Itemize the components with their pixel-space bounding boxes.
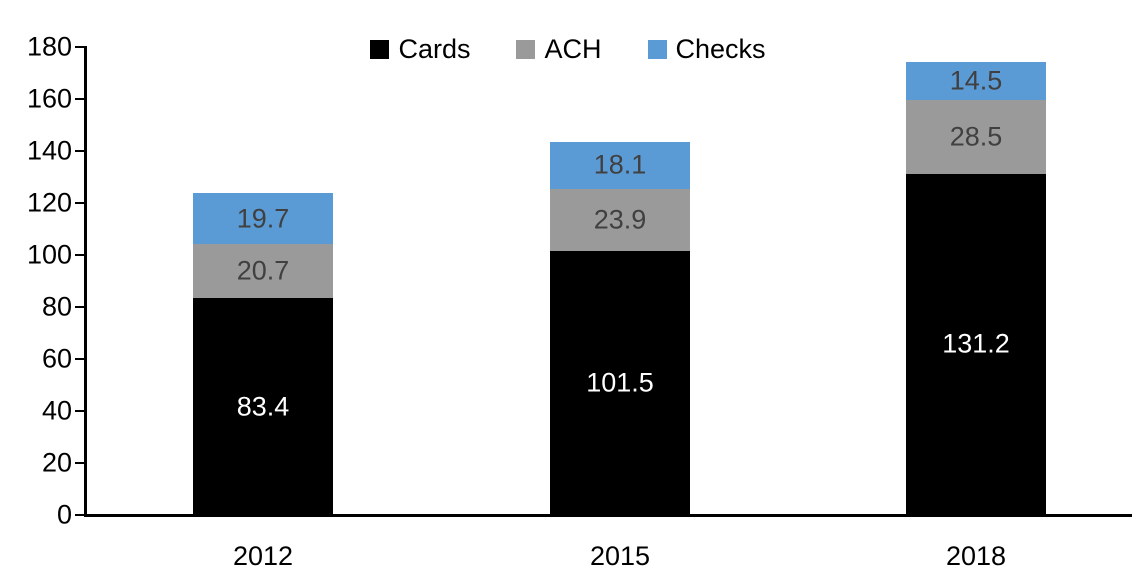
y-tick-label: 120 [26,187,72,218]
y-tick-mark [75,98,87,100]
bar-segment-cards-2018 [906,173,1046,515]
bar-segment-label: 28.5 [949,121,1003,152]
bar-segment-ach-2015 [550,188,690,252]
y-tick-mark [75,358,87,360]
y-tick-label: 80 [41,291,72,322]
legend-item-cards: Cards [370,36,470,63]
y-axis-line [84,47,87,517]
bar-segment-cards-2015 [550,251,690,515]
y-tick-label: 160 [26,83,72,114]
bar-segment-checks-2012 [193,193,333,245]
y-tick-label: 20 [41,447,72,478]
legend-swatch-icon [370,40,390,59]
legend-label: Cards [398,34,471,64]
y-tick-mark [75,150,87,152]
chart-legend: Cards ACH Checks [0,36,1136,63]
y-tick-label: 180 [26,31,72,62]
bar-segment-label: 101.5 [586,367,654,398]
bar-segment-label: 83.4 [236,391,290,422]
y-tick-label: 140 [26,135,72,166]
legend-item-checks: Checks [647,34,766,64]
bar-segment-label: 131.2 [942,328,1010,359]
bar-segment-label: 18.1 [593,149,647,180]
bar-segment-label: 20.7 [236,255,290,286]
bar-segment-ach-2012 [193,244,333,299]
bar-segment-ach-2018 [906,99,1046,174]
y-tick-label: 60 [41,343,72,374]
bar-segment-cards-2012 [193,298,333,515]
legend-label: ACH [544,34,602,64]
bar-segment-label: 23.9 [593,204,647,235]
legend-item-ach: ACH [516,34,602,64]
y-tick-label: 100 [26,239,72,270]
x-axis-line [84,514,1132,517]
bar-segment-label: 14.5 [949,65,1003,96]
y-tick-mark [75,306,87,308]
bar-segment-checks-2015 [550,141,690,189]
legend-label: Checks [675,34,766,64]
x-axis-label-2015: 2015 [589,541,651,571]
y-tick-label: 40 [41,395,72,426]
x-axis-label-2018: 2018 [945,541,1007,571]
y-tick-mark [75,462,87,464]
y-tick-label: 0 [56,499,72,530]
y-tick-mark [75,46,87,48]
bar-segment-checks-2018 [906,62,1046,100]
legend-swatch-icon [516,40,536,59]
legend-swatch-icon [647,40,667,59]
x-axis-label-2012: 2012 [232,541,294,571]
bar-segment-label: 19.7 [236,203,290,234]
y-tick-mark [75,254,87,256]
y-tick-mark [75,202,87,204]
y-tick-mark [75,514,87,516]
y-tick-mark [75,410,87,412]
